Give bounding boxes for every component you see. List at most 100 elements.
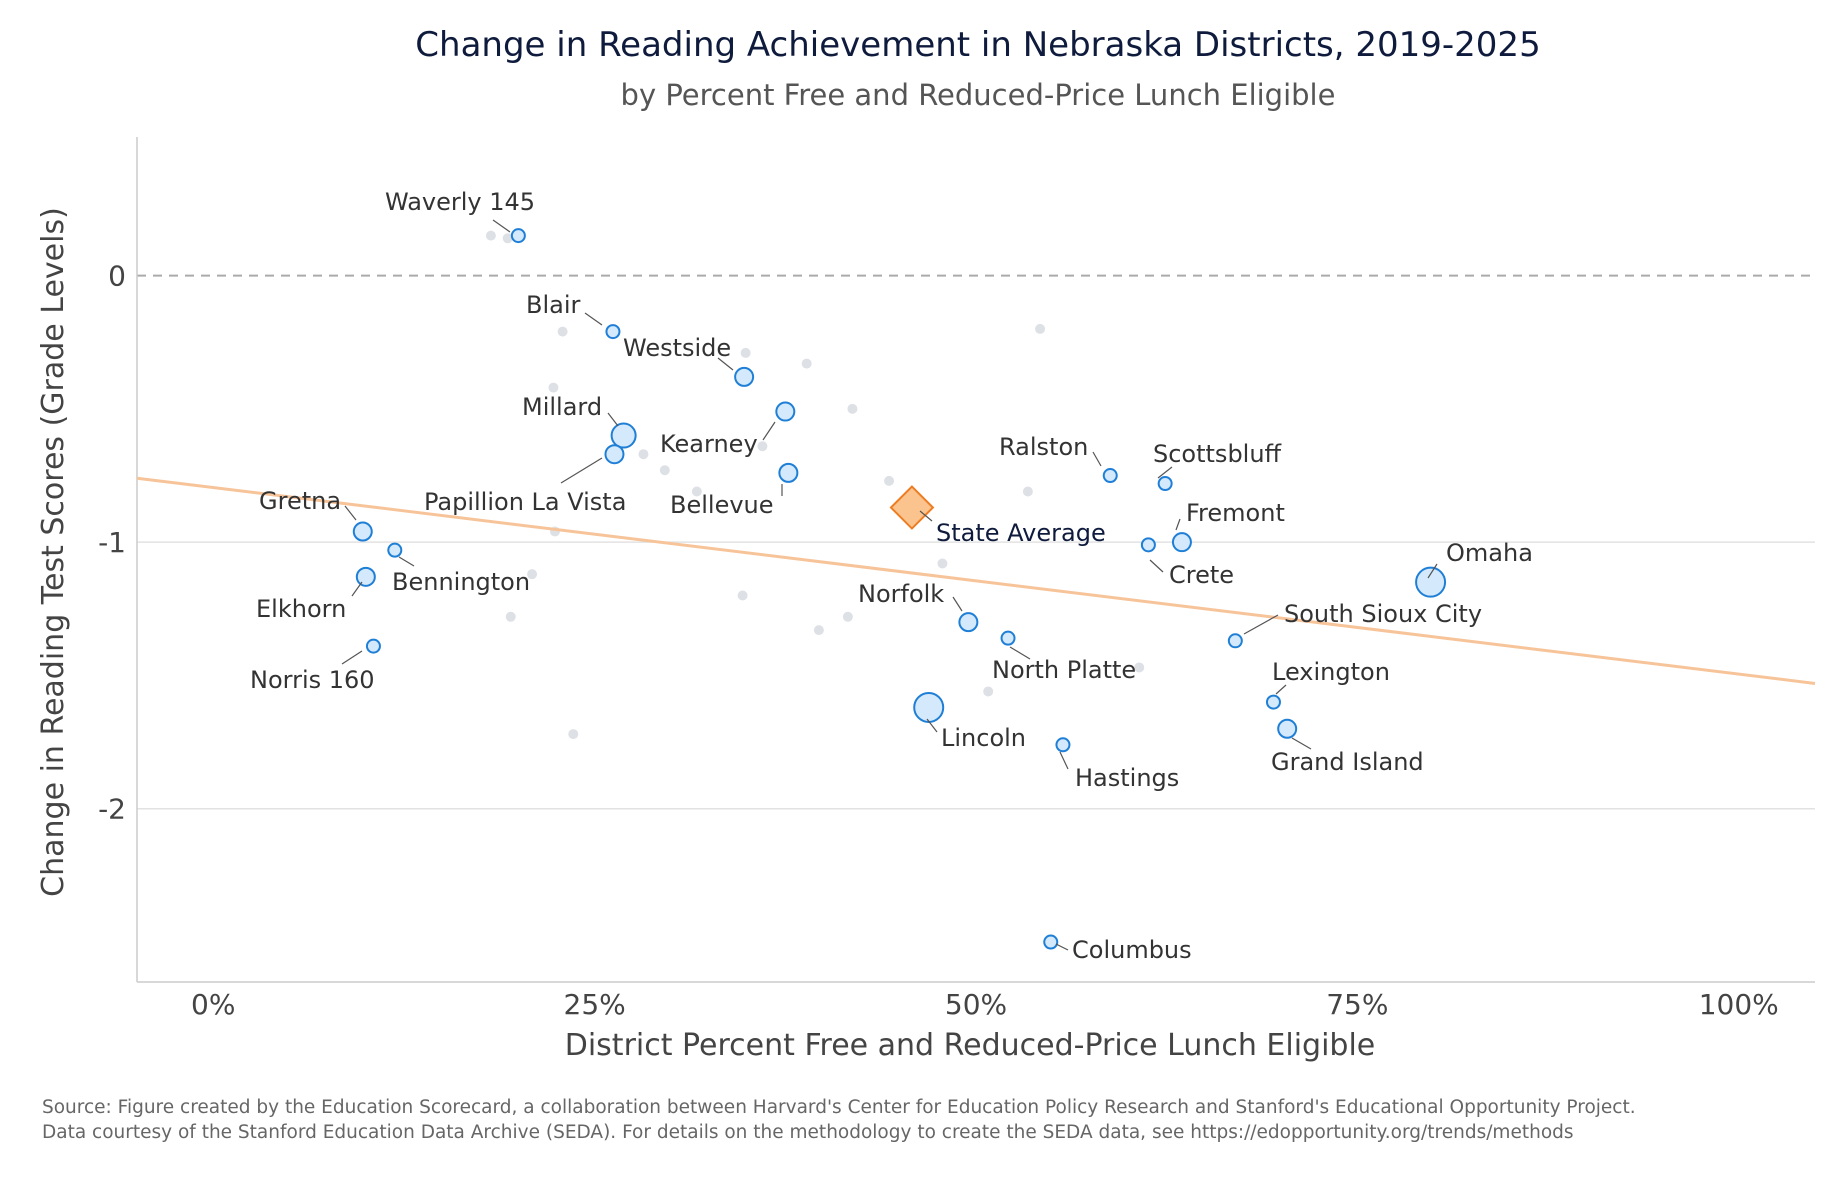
district-label: Elkhorn [256,595,346,623]
district-label: South Sioux City [1284,600,1482,628]
label-leader-line [717,357,734,371]
district-point [884,475,895,486]
district-point-labeled [958,612,979,633]
label-leader-line [1009,646,1031,660]
label-leader-line [1175,518,1181,531]
district-label: Columbus [1072,936,1192,964]
district-label: Lexington [1272,658,1390,686]
district-label: Ralston [999,433,1088,461]
district-point [502,233,513,244]
district-point [548,382,559,393]
district-point [813,625,824,636]
district-point [568,729,579,740]
y-tick-label: 0 [108,260,126,293]
label-leader-line [1059,751,1069,770]
plot-area: 0 -1 -2 0% 25% 50% 75% 100% Waverly 145 Blair West… [98,137,1816,1021]
source-line-1: Source: Figure created by the Education … [42,1097,1636,1118]
district-label: Omaha [1446,539,1533,567]
district-point [757,441,768,452]
label-leader-line [1243,614,1279,635]
district-point-labeled [778,462,799,483]
district-label: Norfolk [858,580,944,608]
label-leader-line [560,457,603,484]
y-tick-label: -1 [98,526,126,559]
district-label: Bennington [392,568,530,596]
label-leader-line [341,650,363,665]
district-point-labeled [1277,718,1298,739]
district-point-labeled [510,228,526,244]
district-point [740,347,751,358]
label-leader-line [1291,737,1312,750]
district-label: Grand Island [1271,748,1424,776]
district-point-labeled [1055,737,1071,753]
label-leader-line [952,596,963,612]
label-leader-line [492,219,511,233]
district-point [801,358,812,369]
district-point-labeled [1000,630,1016,646]
district-point-labeled [605,324,621,340]
district-label: Scottsbluff [1153,440,1282,468]
district-point [485,230,496,241]
district-label: Lincoln [941,724,1026,752]
district-point [847,403,858,414]
district-point-labeled [775,401,796,422]
district-label: North Platte [992,656,1136,684]
state-average-label: State Average [936,519,1106,547]
district-point-labeled [355,566,376,587]
district-point-labeled [365,638,381,654]
label-leader-line [584,312,603,326]
state-average-marker [889,485,935,530]
x-tick-label: 25% [564,988,626,1021]
district-point-labeled [1140,537,1156,553]
district-point [737,590,748,601]
district-point [1134,662,1145,673]
district-point-labeled [604,444,625,465]
district-label: Gretna [259,487,341,515]
district-point [505,611,516,622]
y-tick-label: -2 [98,793,126,826]
district-label: Millard [522,393,602,421]
district-point [1035,323,1046,334]
district-point-labeled [1171,532,1192,553]
district-point-labeled [1227,633,1243,649]
district-point-labeled [1415,566,1447,598]
label-leader-line [344,505,357,521]
label-leader-line [926,718,938,733]
district-point [983,686,994,697]
label-leader-line [351,581,363,597]
district-point-labeled [387,542,403,558]
district-point [527,569,538,580]
label-leader-line [919,510,933,522]
district-label: Blair [526,291,581,319]
district-label: Bellevue [670,491,774,519]
x-tick-label: 0% [191,988,235,1021]
district-label: Fremont [1186,499,1285,527]
label-leader-line [1427,563,1438,579]
district-point [1022,486,1033,497]
district-label: Hastings [1075,764,1179,792]
district-label: Kearney [660,430,758,458]
district-label: Crete [1169,561,1234,589]
label-leader-line [1157,466,1173,479]
district-point-labeled [1265,694,1281,710]
district-point-labeled [913,691,945,723]
district-point [691,486,702,497]
district-point [638,449,649,460]
chart-subtitle: by Percent Free and Reduced-Price Lunch … [621,78,1336,112]
district-point-labeled [352,521,373,542]
district-point [937,558,948,569]
chart-title: Change in Reading Achievement in Nebrask… [415,25,1540,65]
district-point [842,611,853,622]
district-label: Westside [623,334,731,362]
district-label: Papillion La Vista [424,488,626,516]
label-leader-line [1149,559,1164,573]
label-leader-line [1092,451,1102,467]
label-leader-line [398,556,415,567]
district-label: Waverly 145 [385,188,535,216]
x-tick-label: 100% [1699,988,1779,1021]
district-point-labeled [610,422,637,449]
x-tick-label: 50% [945,988,1007,1021]
district-point-labeled [1102,468,1118,484]
label-leader-line [607,412,619,427]
